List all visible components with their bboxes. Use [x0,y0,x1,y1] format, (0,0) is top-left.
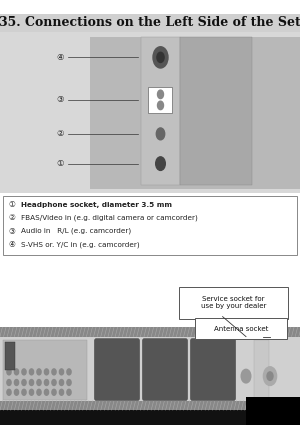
Text: S-VHS or. Y/C in (e.g. camcorder): S-VHS or. Y/C in (e.g. camcorder) [21,241,140,248]
Circle shape [14,389,19,395]
Circle shape [22,369,26,375]
Circle shape [29,369,34,375]
Circle shape [22,389,26,395]
Circle shape [158,101,164,110]
Circle shape [267,372,273,380]
Circle shape [37,369,41,375]
Circle shape [44,389,49,395]
FancyBboxPatch shape [142,339,188,400]
Text: Antenna socket: Antenna socket [214,326,268,332]
Bar [0,327,300,410]
Bar [180,37,252,185]
Circle shape [44,369,49,375]
Bar [0,32,300,193]
Circle shape [158,90,164,99]
Text: ④: ④ [9,240,15,249]
Circle shape [7,369,11,375]
Text: Audio in   R/L (e.g. camcorder): Audio in R/L (e.g. camcorder) [21,228,131,235]
Text: ③: ③ [56,95,64,105]
Circle shape [52,380,56,385]
FancyBboxPatch shape [195,318,286,339]
Circle shape [59,369,64,375]
Text: ②: ② [56,129,64,139]
Circle shape [263,367,277,385]
Text: Headphone socket, diameter 3.5 mm: Headphone socket, diameter 3.5 mm [21,202,172,208]
Bar [141,37,180,185]
Circle shape [29,389,34,395]
Circle shape [14,380,19,385]
Circle shape [44,380,49,385]
Bar [3,340,87,399]
Bar [0,401,300,410]
Circle shape [7,380,11,385]
Text: ③: ③ [9,227,15,236]
Circle shape [7,389,11,395]
Bar [148,87,172,113]
Circle shape [157,52,164,62]
Circle shape [241,369,251,383]
Text: ①: ① [9,200,15,209]
Circle shape [153,47,168,68]
Circle shape [37,389,41,395]
Circle shape [14,369,19,375]
Bar [0,327,300,337]
Text: 35. Connections on the Left Side of the Set: 35. Connections on the Left Side of the … [0,17,300,29]
Bar [4,342,15,370]
Circle shape [59,389,64,395]
Circle shape [52,369,56,375]
Text: Service socket for
use by your dealer: Service socket for use by your dealer [201,296,266,309]
Bar [0,14,300,32]
Circle shape [67,389,71,395]
Circle shape [52,389,56,395]
Circle shape [37,380,41,385]
Text: ①: ① [56,159,64,168]
Circle shape [29,380,34,385]
Bar [246,397,300,425]
Bar [0,337,300,401]
Circle shape [59,380,64,385]
Bar [90,37,300,189]
FancyBboxPatch shape [190,339,236,400]
Bar [254,340,268,399]
Circle shape [67,369,71,375]
Text: ②: ② [9,213,15,222]
Bar [3,196,297,255]
Circle shape [156,157,165,170]
Text: ④: ④ [56,53,64,62]
Circle shape [67,380,71,385]
FancyBboxPatch shape [94,339,140,400]
Bar [0,410,300,425]
Circle shape [156,128,165,140]
Circle shape [22,380,26,385]
Text: FBAS/Video in (e.g. digital camera or camcorder): FBAS/Video in (e.g. digital camera or ca… [21,215,198,221]
FancyBboxPatch shape [178,287,288,319]
